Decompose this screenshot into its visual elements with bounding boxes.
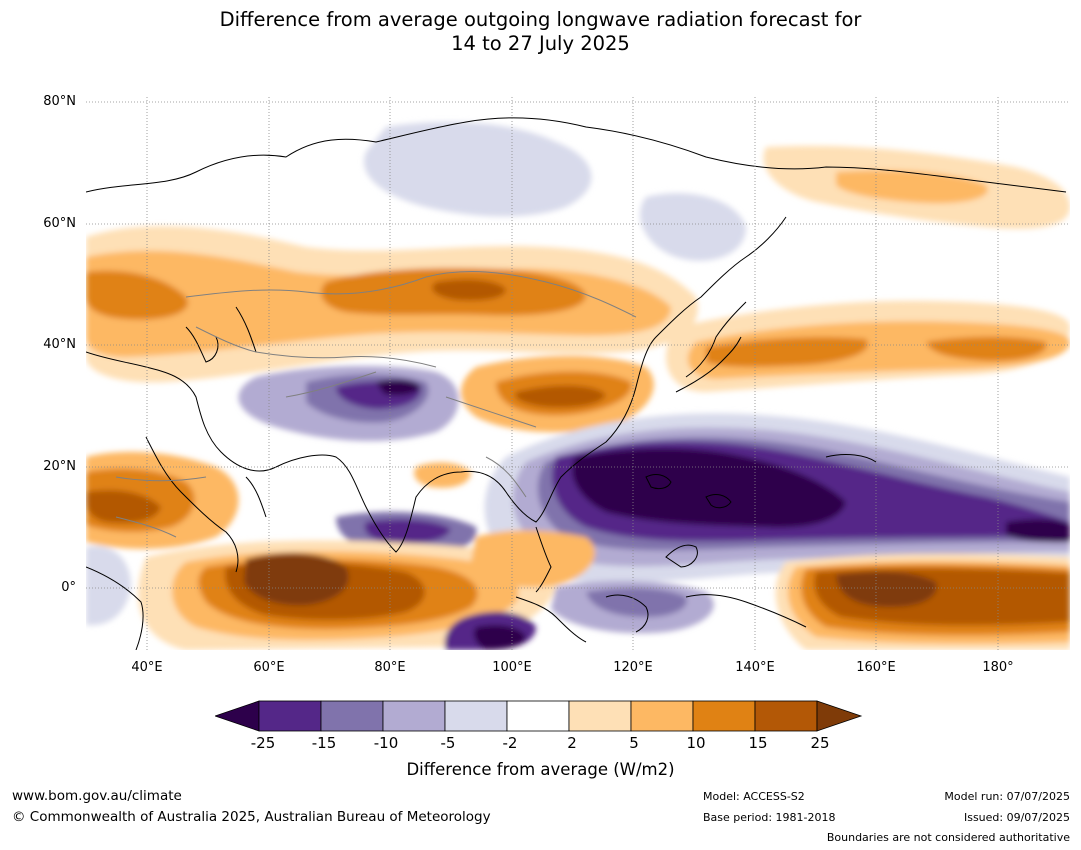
colorbar-tick: -10: [373, 734, 399, 752]
colorbar-tick: 5: [629, 734, 639, 752]
lat-label-0: 0°: [61, 580, 76, 595]
coastlines: [86, 117, 1067, 650]
colorbar-tick: 25: [810, 734, 830, 752]
map-title: Difference from average outgoing longwav…: [0, 8, 1081, 56]
lon-label-60e: 60°E: [253, 660, 285, 675]
country-borders: [115, 271, 637, 538]
colorbar-tick: 10: [686, 734, 706, 752]
lat-label-60n: 60°N: [43, 216, 76, 231]
lat-label-80n: 80°N: [43, 94, 76, 109]
anomaly-fill: [86, 122, 1070, 650]
lon-label-120e: 120°E: [613, 660, 653, 675]
colorbar-cell: [568, 700, 632, 732]
colorbar-cell: [754, 700, 818, 732]
colorbar-cell: [320, 700, 384, 732]
colorbar-tick: 2: [567, 734, 577, 752]
lon-label-80e: 80°E: [374, 660, 406, 675]
lon-label-140e: 140°E: [735, 660, 775, 675]
colorbar-tick: -25: [250, 734, 276, 752]
lon-label-40e: 40°E: [131, 660, 163, 675]
lon-label-160e: 160°E: [856, 660, 896, 675]
colorbar-cell: [630, 700, 694, 732]
footer-base-period: Base period: 1981-2018: [703, 811, 836, 824]
colorbar-arrow-high: [816, 700, 863, 732]
lat-label-20n: 20°N: [43, 459, 76, 474]
colorbar-arrow-low: [215, 700, 260, 732]
title-line-2: 14 to 27 July 2025: [451, 32, 630, 55]
colorbar: [215, 700, 863, 732]
colorbar-tick: -5: [440, 734, 456, 752]
footer-copyright: © Commonwealth of Australia 2025, Austra…: [12, 809, 491, 825]
olr-anomaly-map: [86, 97, 1070, 650]
colorbar-cell: [506, 700, 570, 732]
lon-label-100e: 100°E: [492, 660, 532, 675]
footer-model: Model: ACCESS-S2: [703, 790, 805, 803]
colorbar-tick: -2: [502, 734, 518, 752]
map-svg: [86, 97, 1070, 650]
colorbar-cell: [258, 700, 322, 732]
footer-disclaimer: Boundaries are not considered authoritat…: [826, 831, 1070, 844]
footer-url: www.bom.gov.au/climate: [12, 788, 182, 804]
colorbar-tick: 15: [748, 734, 768, 752]
gridlines: [86, 97, 1070, 650]
lon-label-180: 180°: [982, 660, 1014, 675]
colorbar-label: Difference from average (W/m2): [406, 760, 675, 779]
colorbar-cell: [444, 700, 508, 732]
lat-label-40n: 40°N: [43, 337, 76, 352]
footer-model-run: Model run: 07/07/2025: [944, 790, 1070, 803]
colorbar-cell: [382, 700, 446, 732]
colorbar-cell: [692, 700, 756, 732]
footer-issued: Issued: 09/07/2025: [963, 811, 1070, 824]
colorbar-tick: -15: [311, 734, 337, 752]
title-line-1: Difference from average outgoing longwav…: [219, 8, 862, 31]
